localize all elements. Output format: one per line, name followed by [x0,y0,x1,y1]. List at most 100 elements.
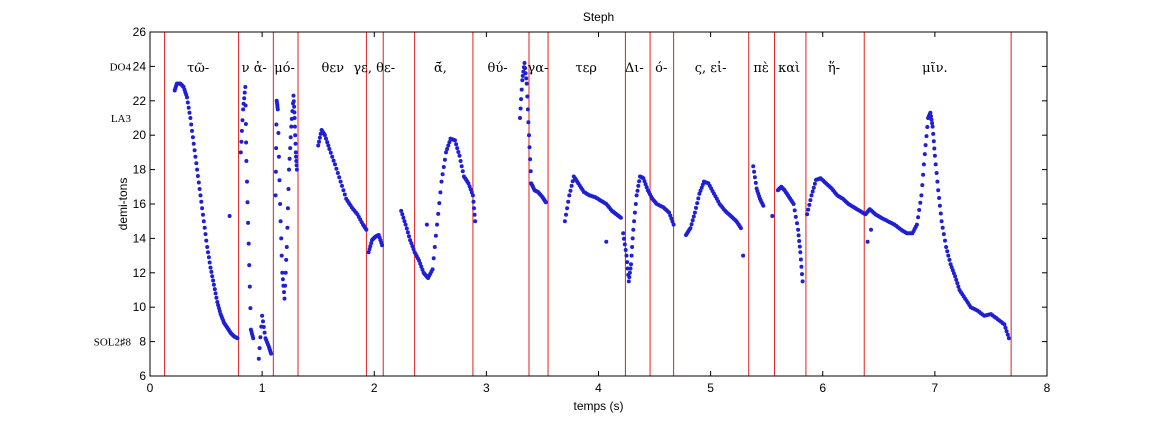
data-point [917,208,922,212]
x-tick-label: 5 [707,381,714,395]
data-point [407,234,411,239]
data-point [751,164,756,169]
data-point [668,213,673,218]
data-point [276,154,281,159]
data-point [525,107,530,112]
data-point [430,267,435,272]
note-labels: DO4 LA3 SOL2♯8 [94,61,132,348]
data-point [692,210,697,215]
data-point [562,219,567,224]
data-point [282,296,287,301]
data-point [918,200,923,205]
data-point [284,245,289,249]
data-point [935,179,940,184]
data-point [670,219,675,224]
data-point [292,124,297,129]
data-point [793,214,798,219]
syllable-label: ἥ- [828,61,840,76]
data-point [283,283,288,288]
data-point [213,291,218,296]
data-point [791,202,796,206]
data-point [280,277,285,282]
data-point [330,154,335,159]
data-point [401,215,406,220]
data-point [294,167,299,172]
syllable-labels: τῶ-ν ἀ-μό-θεν γε, θε-ᾱ́, θύ-γα-τερ Δι-ό-ς, … [187,60,948,76]
data-point [752,169,757,174]
data-point [641,176,646,181]
data-point [333,162,337,167]
x-tick-label: 8 [1044,381,1051,395]
data-point [275,107,280,112]
data-point [938,211,943,216]
data-point [954,277,959,282]
x-tick-label: 1 [259,381,266,395]
data-point [291,93,296,98]
data-point [567,193,572,198]
data-point [805,212,810,217]
data-point [244,140,249,145]
data-point [695,201,700,206]
note-label: DO4 [110,61,132,73]
data-point [457,153,462,158]
data-point [262,330,267,335]
data-point [198,193,203,198]
data-point [667,210,672,215]
data-point [920,183,925,188]
data-point [278,202,283,206]
syllable-label: μό- [274,61,295,76]
data-point [187,110,192,115]
data-point [326,143,331,148]
data-point [285,206,290,211]
data-point [447,140,452,145]
data-point [199,199,204,204]
data-point [335,171,340,175]
data-point [185,100,190,105]
y-tick-label: 12 [133,266,147,280]
data-point [274,146,279,151]
data-point [947,257,952,262]
data-point [642,179,647,184]
data-point [630,236,635,241]
data-point [420,267,425,272]
data-point [796,227,801,232]
x-tick-label: 3 [483,381,490,395]
data-point [800,272,804,277]
data-point [472,206,476,211]
data-point [932,153,937,158]
x-axis-label: temps (s) [573,399,623,413]
data-point [618,215,623,220]
data-point [1002,322,1007,327]
data-point [197,187,202,191]
data-point [797,244,802,249]
data-point [931,139,936,144]
data-point [528,169,533,174]
data-point [458,159,463,163]
data-point [342,192,347,197]
data-point [914,222,919,227]
syllable-boundaries [164,32,1012,376]
data-point [948,262,953,267]
data-point [630,245,635,249]
data-point [925,125,930,129]
data-point [257,346,262,351]
data-point [941,232,946,237]
data-point [469,190,474,195]
data-point [274,122,279,127]
data-point [364,227,369,232]
data-point [795,221,799,226]
data-point [435,222,439,227]
data-point [246,220,251,225]
data-point [438,190,443,195]
data-point [626,279,631,284]
data-point [869,227,873,232]
data-point [865,239,870,244]
data-point [211,282,216,287]
data-point [931,131,936,136]
data-point [258,335,263,340]
data-point [699,185,704,190]
data-point [627,270,632,275]
data-point [811,185,816,190]
data-point [273,193,278,198]
